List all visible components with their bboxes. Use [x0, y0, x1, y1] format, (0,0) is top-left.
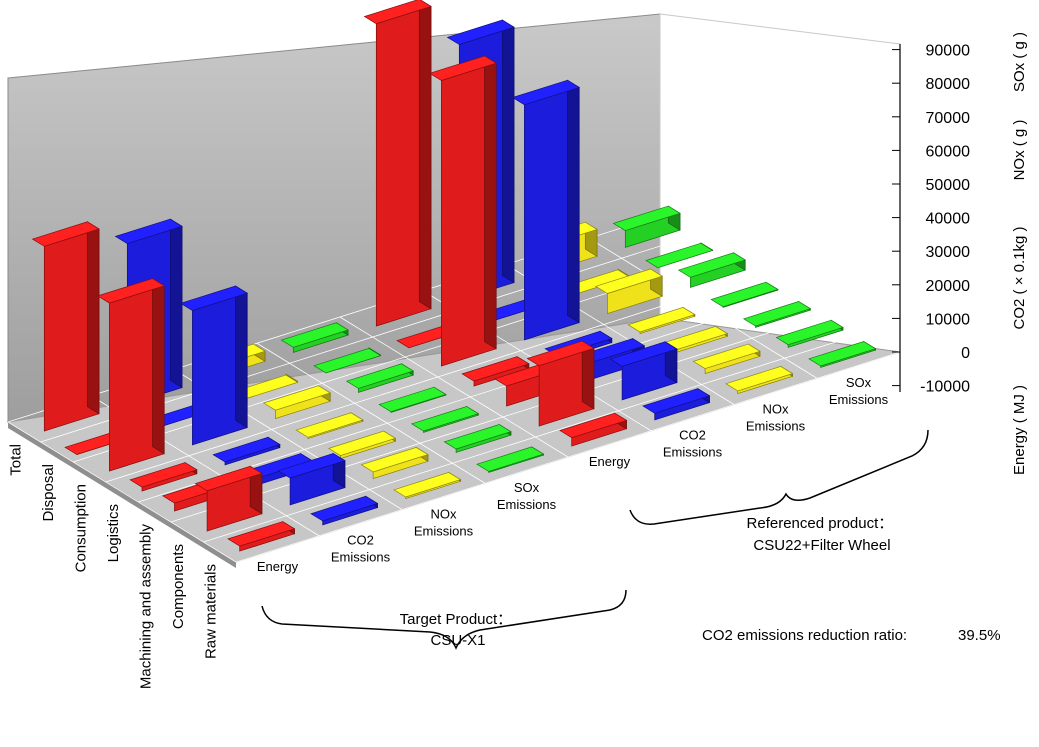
- y-tick-label: 40000: [926, 211, 971, 228]
- bar-referenced-product-consumption-sox-emissions: [677, 252, 747, 288]
- referenced-product-line-1: Referenced product：: [747, 515, 894, 532]
- bar-referenced-product-components-energy: [526, 340, 595, 427]
- reduction-ratio-value: 39.5%: [958, 627, 1001, 644]
- target-product-brace: [261, 589, 627, 650]
- category-label: SOx Emissions: [497, 480, 557, 512]
- bar-referenced-product-consumption-energy: [428, 55, 498, 367]
- target-product-line-1: Target Product：: [400, 611, 513, 628]
- bar-target-product-total-energy: [31, 221, 100, 432]
- y-tick-label: 60000: [926, 143, 971, 160]
- bar-target-product-disposal-sox-emissions: [313, 347, 382, 374]
- grid-line-d: [105, 271, 770, 483]
- bar-referenced-product-machining-and-assembly-sox-emissions: [742, 300, 812, 328]
- floor-left-edge: [8, 422, 236, 568]
- bar-target-product-logistics-nox-emissions: [295, 412, 364, 440]
- stage-label: Machining and assembly: [138, 524, 155, 690]
- stage-label: Logistics: [105, 504, 122, 562]
- axis-title-sox: SOx ( g ): [1011, 32, 1028, 92]
- bar-referenced-product-raw-materials-co2-emissions: [642, 387, 711, 421]
- bar-target-product-components-co2-emissions: [277, 452, 346, 506]
- side-wall: [659, 13, 901, 353]
- referenced-product-line-2: CSU22+Filter Wheel: [753, 537, 890, 554]
- y-tick-label: 30000: [926, 244, 971, 261]
- category-labels: Energy CO2 Emissions NOx Emissions SOx Emissio…: [257, 375, 889, 574]
- target-product-line-2: CSU-X1: [430, 632, 485, 649]
- target-product-label: Target Product： CSU-X1: [400, 611, 517, 649]
- y-tick-label: 70000: [926, 110, 971, 127]
- bar-target-product-components-sox-emissions: [443, 423, 512, 453]
- bar-target-product-logistics-co2-emissions: [212, 436, 281, 466]
- grid-line-x: [588, 237, 818, 379]
- y-tick-label: 90000: [926, 43, 971, 60]
- axis-title-energy: Energy ( MJ ): [1011, 385, 1028, 475]
- stage-label: Raw materials: [203, 564, 220, 659]
- bar-referenced-product-raw-materials-sox-emissions: [808, 340, 877, 368]
- category-label: NOx Emissions: [746, 401, 806, 433]
- bar-target-product-logistics-sox-emissions: [378, 386, 447, 413]
- referenced-product-label: Referenced product： CSU22+Filter Wheel: [747, 515, 898, 554]
- y-tick-label: -10000: [920, 379, 970, 396]
- y-tick-label: 10000: [926, 311, 971, 328]
- referenced-product-brace: [629, 429, 929, 525]
- category-label: CO2 Emissions: [663, 428, 723, 460]
- category-label: CO2 Emissions: [331, 533, 391, 565]
- reduction-ratio-label: CO2 emissions reduction ratio:: [702, 627, 907, 644]
- bar-referenced-product-logistics-sox-emissions: [710, 281, 779, 308]
- grid-line-d: [170, 311, 835, 523]
- stage-label: Components: [170, 544, 187, 629]
- axis-title-co2: CO2 ( × 0.1kg ): [1011, 227, 1028, 330]
- bar-target-product-raw-materials-energy: [227, 520, 296, 552]
- bar-referenced-product-components-co2-emissions: [609, 341, 678, 401]
- stage-label: Consumption: [72, 484, 89, 572]
- stage-labels: Total Disposal Consumption Logistics Machini…: [7, 444, 219, 689]
- bars: [31, 0, 877, 552]
- stage-label: Total: [7, 444, 24, 476]
- bar-referenced-product-logistics-energy: [461, 355, 530, 387]
- axis-title-nox: NOx ( g ): [1011, 120, 1028, 181]
- category-label: Energy: [589, 454, 631, 469]
- grid-line-d: [235, 351, 901, 563]
- bar-referenced-product-components-nox-emissions: [692, 343, 761, 375]
- bar-target-product-components-energy: [194, 465, 263, 532]
- bar-referenced-product-disposal-sox-emissions: [645, 242, 714, 269]
- bar-referenced-product-consumption-co2-emissions: [511, 79, 581, 341]
- bar-target-product-total-sox-emissions: [280, 322, 349, 353]
- bar-target-product-consumption-nox-emissions: [262, 385, 332, 420]
- y-tick-label: 0: [961, 345, 970, 362]
- bar-target-product-consumption-energy: [96, 277, 166, 472]
- bar-target-product-raw-materials-co2-emissions: [310, 495, 379, 526]
- category-label: SOx Emissions: [829, 375, 889, 407]
- bar-referenced-product-consumption-nox-emissions: [594, 268, 664, 315]
- grid-line-x: [671, 211, 901, 353]
- bar-referenced-product-components-sox-emissions: [775, 319, 844, 348]
- value-axis: 90000 80000 70000 60000 50000 40000 30000 20000…: [892, 43, 970, 396]
- y-tick-label: 80000: [926, 76, 971, 93]
- y-tick-label: 20000: [926, 278, 971, 295]
- bar-target-product-consumption-sox-emissions: [345, 363, 415, 393]
- category-label: Energy: [257, 559, 299, 574]
- stage-label: Disposal: [40, 464, 57, 522]
- bar-referenced-product-total-sox-emissions: [612, 205, 681, 248]
- grid-line-x: [256, 342, 486, 484]
- y-tick-label: 50000: [926, 177, 971, 194]
- bar-referenced-product-total-energy: [363, 0, 432, 327]
- bar-target-product-components-nox-emissions: [360, 446, 429, 480]
- bar-target-product-raw-materials-sox-emissions: [476, 446, 545, 473]
- category-label: NOx Emissions: [414, 506, 474, 538]
- bar-target-product-raw-materials-nox-emissions: [393, 471, 462, 500]
- bar-referenced-product-raw-materials-nox-emissions: [725, 365, 794, 395]
- bar-target-product-logistics-energy: [129, 461, 198, 492]
- bar-target-product-machining-and-assembly-sox-emissions: [410, 405, 480, 433]
- bar-referenced-product-raw-materials-energy: [559, 412, 628, 447]
- bar-referenced-product-logistics-nox-emissions: [627, 306, 696, 335]
- bar-target-product-machining-and-assembly-nox-emissions: [327, 430, 397, 460]
- grid-line-d: [203, 331, 868, 543]
- grid-line-x: [7, 421, 237, 563]
- bar-target-product-consumption-co2-emissions: [179, 285, 249, 446]
- grid-line-x: [339, 316, 569, 458]
